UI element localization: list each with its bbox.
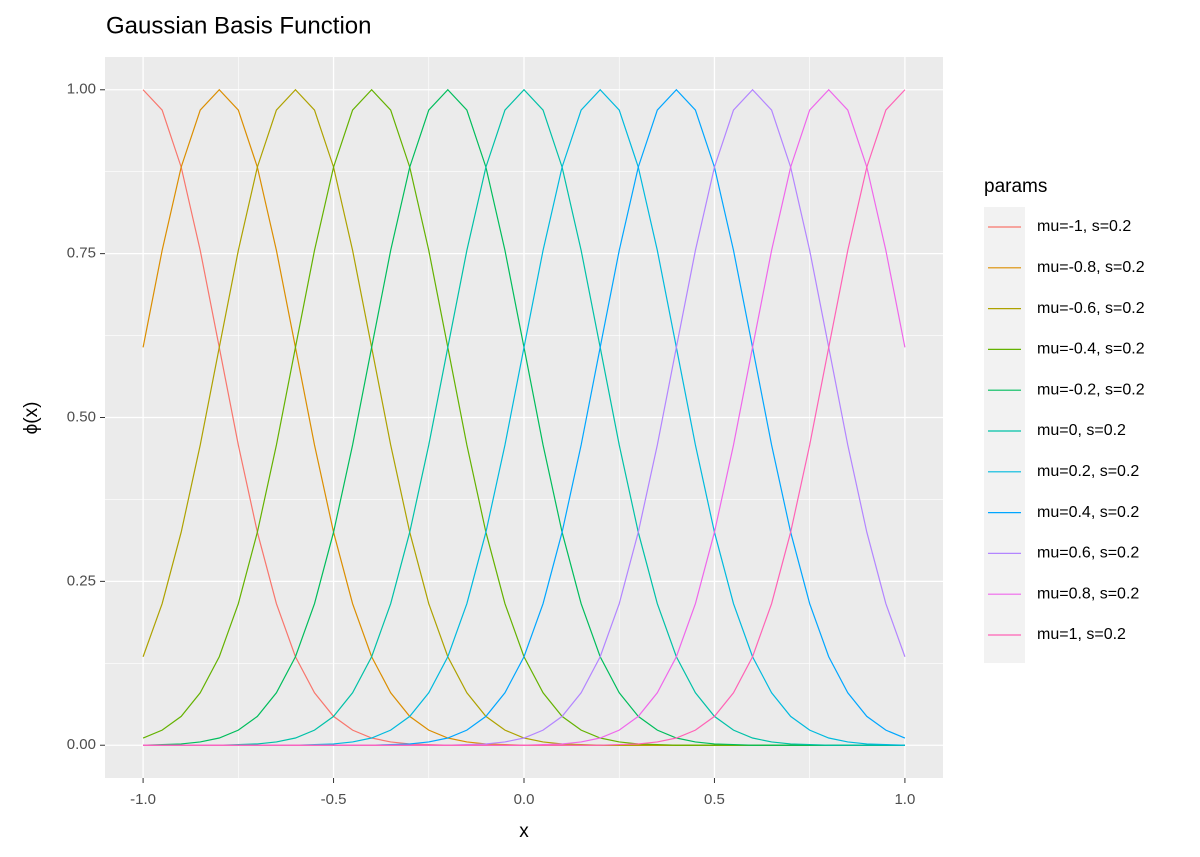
legend-label: mu=0.4, s=0.2: [1037, 504, 1139, 521]
legend-label: mu=-1, s=0.2: [1037, 218, 1131, 235]
y-tick-label: 0.25: [67, 572, 96, 589]
y-tick-label: 0.75: [67, 245, 96, 262]
series-line: [143, 88, 905, 746]
x-axis-label: x: [519, 821, 529, 842]
y-tick-label: 0.00: [67, 736, 96, 753]
legend-label: mu=-0.8, s=0.2: [1037, 259, 1145, 276]
legend-key-background: [984, 207, 1025, 663]
series-line: [143, 89, 906, 746]
legend-label: mu=-0.4, s=0.2: [1037, 341, 1145, 358]
x-tick-label: -1.0: [130, 791, 156, 808]
x-tick-label: 0.5: [704, 791, 725, 808]
x-tick-label: 1.0: [894, 791, 915, 808]
legend-label: mu=0.2, s=0.2: [1037, 463, 1139, 480]
legend-label: mu=-0.6, s=0.2: [1037, 300, 1145, 317]
y-axis-label: ϕ(x): [21, 402, 42, 435]
legend-title: params: [984, 176, 1047, 197]
legend-label: mu=0.8, s=0.2: [1037, 585, 1139, 602]
x-tick-label: -0.5: [321, 791, 347, 808]
legend-label: mu=0.6, s=0.2: [1037, 545, 1139, 562]
lines: [142, 88, 906, 746]
chart-title: Gaussian Basis Function: [106, 12, 371, 39]
legend-label: mu=0, s=0.2: [1037, 422, 1126, 439]
legend-label: mu=1, s=0.2: [1037, 626, 1126, 643]
y-tick-label: 0.50: [67, 408, 96, 425]
y-tick-label: 1.00: [67, 81, 96, 98]
x-tick-label: 0.0: [514, 791, 535, 808]
legend-label: mu=-0.2, s=0.2: [1037, 381, 1145, 398]
